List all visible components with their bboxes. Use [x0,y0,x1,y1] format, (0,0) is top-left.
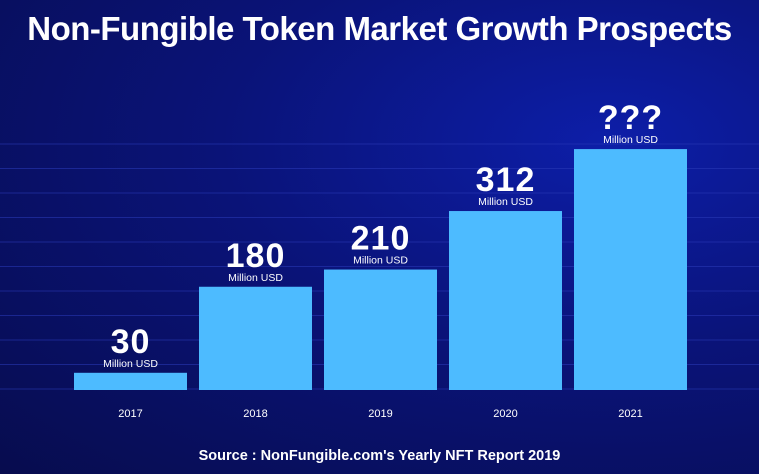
unit-label-2020: Million USD [478,196,533,208]
value-label-2020: 312 [476,161,536,199]
x-tick-label-2021: 2021 [618,408,642,420]
value-label-2018: 180 [226,237,286,275]
unit-label-2019: Million USD [353,255,408,267]
bar-2017 [74,372,187,390]
x-tick-label-2020: 2020 [493,408,517,420]
unit-label-2017: Million USD [103,358,158,370]
source-note: Source : NonFungible.com's Yearly NFT Re… [198,448,561,464]
unit-label-2018: Million USD [228,272,283,284]
chart-title: Non-Fungible Token Market Growth Prospec… [27,10,732,47]
bar-2018 [199,286,312,390]
unit-label-2021: Million USD [603,134,658,146]
x-tick-label-2019: 2019 [368,408,392,420]
x-tick-label-2017: 2017 [118,408,142,420]
value-label-2021: ??? [598,99,663,137]
value-label-2019: 210 [351,220,411,258]
x-tick-label-2018: 2018 [243,408,267,420]
bar-2021 [574,149,687,390]
bar-2020 [449,211,562,390]
value-label-2017: 30 [111,323,151,361]
bar-2019 [324,269,437,390]
